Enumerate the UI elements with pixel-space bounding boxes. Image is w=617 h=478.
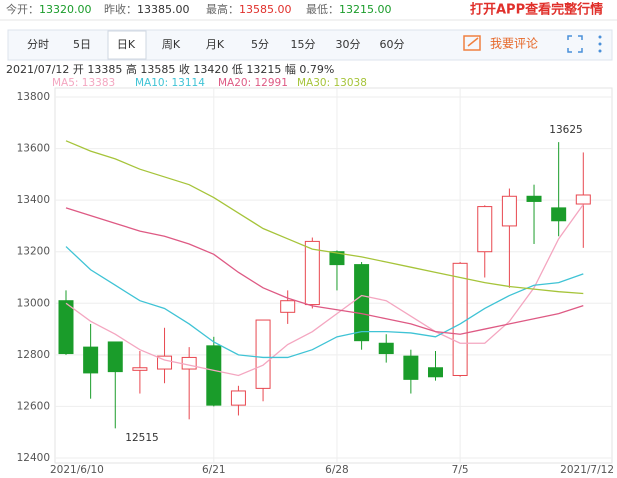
x-tick-label: 7/5 (452, 464, 469, 476)
x-tick-label: 2021/6/10 (50, 464, 104, 476)
info-line: 2021/07/12 开 13385 高 13585 收 13420 低 132… (6, 62, 334, 76)
header-value: 13585.00 (239, 3, 292, 16)
candle-body (107, 341, 123, 373)
candle-body (329, 251, 345, 266)
header-label: 昨收： (104, 2, 137, 16)
candle-body (526, 195, 542, 202)
candle-body (157, 355, 173, 370)
ma-line (65, 246, 584, 359)
candle-body (230, 390, 246, 406)
y-tick-label: 12600 (17, 400, 50, 412)
candle-body (403, 355, 419, 380)
tab[interactable]: 5日 (73, 38, 91, 51)
y-tick-label: 12800 (17, 349, 50, 361)
ma-line (65, 204, 584, 377)
annotation: 12515 (125, 432, 158, 444)
tab[interactable]: 日K (117, 38, 136, 51)
y-tick-label: 12400 (17, 452, 50, 464)
candle-body (354, 264, 370, 342)
x-tick-label: 6/28 (325, 464, 349, 476)
tab[interactable]: 5分 (251, 38, 269, 51)
candle-body (427, 367, 443, 378)
candle-body (551, 207, 567, 222)
candle-body (477, 206, 493, 253)
candle-body (280, 300, 296, 313)
legend-entry: MA5: 13383 (52, 77, 115, 89)
comment-icon (463, 35, 481, 51)
x-tick-label: 2021/7/12 (560, 464, 614, 476)
candle-body (501, 195, 517, 227)
y-tick-label: 13400 (17, 194, 50, 206)
candle-body (132, 367, 148, 371)
annotation: 13625 (549, 124, 582, 136)
legend-entry: MA20: 12991 (218, 77, 288, 89)
x-tick-label: 6/21 (202, 464, 226, 476)
tab-selected-bg (107, 30, 147, 60)
header-label: 最高： (206, 2, 239, 16)
app-link[interactable]: 打开APP查看完整行情 (470, 2, 603, 18)
legend-entry: MA10: 13114 (135, 77, 205, 89)
y-tick-label: 13600 (17, 143, 50, 155)
y-tick-label: 13200 (17, 246, 50, 258)
candle-body (255, 319, 271, 389)
candle-body (58, 300, 74, 355)
tab[interactable]: 15分 (291, 38, 316, 51)
header-value: 13320.00 (39, 3, 92, 16)
candle-body (181, 356, 197, 370)
candle-body (83, 346, 99, 374)
tab[interactable]: 周K (162, 38, 181, 51)
candle-body (206, 345, 222, 406)
tab[interactable]: 月K (206, 38, 225, 51)
header-label: 最低： (306, 3, 339, 16)
ma-line (65, 140, 584, 295)
candle-body (452, 262, 468, 376)
fullscreen-icon[interactable] (567, 35, 583, 53)
candle-body (575, 194, 591, 205)
menu-icon[interactable] (598, 35, 602, 53)
plot-border (54, 87, 613, 464)
y-tick-label: 13800 (17, 91, 50, 103)
y-tick-label: 13000 (17, 297, 50, 309)
candle-body (378, 342, 394, 355)
ma-line (65, 207, 584, 335)
tab[interactable]: 分时 (27, 38, 49, 51)
tab[interactable]: 60分 (380, 38, 405, 51)
header-value: 13215.00 (339, 3, 392, 16)
tab[interactable]: 30分 (336, 38, 361, 51)
legend-entry: MA30: 13038 (297, 77, 367, 89)
header-value: 13385.00 (137, 3, 190, 16)
candle-body (304, 240, 320, 306)
comment-button[interactable]: 我要评论 (490, 37, 538, 51)
header-label: 今开： (6, 2, 39, 16)
